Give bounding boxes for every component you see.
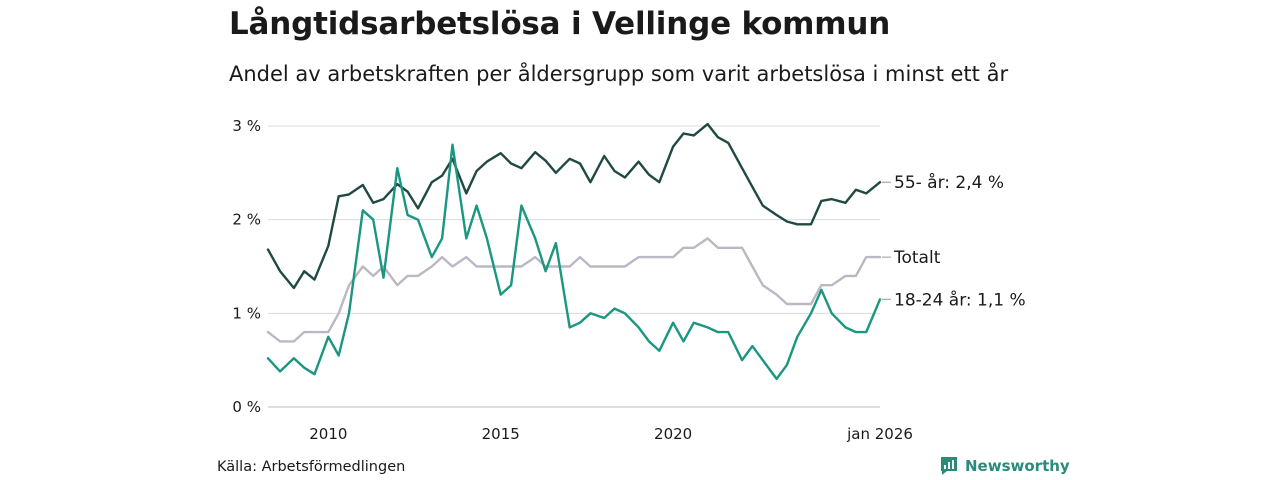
brand-name: Newsworthy [965,457,1070,475]
series-line [266,237,882,343]
y-tick-label: 1 % [232,304,261,322]
series-end-label: 18-24 år: 1,1 % [894,289,1026,310]
series-line [266,122,882,290]
source-note: Källa: Arbetsförmedlingen [217,459,406,475]
chart-subtitle: Andel av arbetskraften per åldersgrupp s… [229,62,1009,86]
x-tick-label: 2010 [309,425,347,443]
y-axis: 0 % 1 % 2 % 3 % [232,117,261,416]
x-axis: 2010 2015 2020 jan 2026 [268,406,913,443]
x-tick-label: 2020 [654,425,692,443]
series-end-label: 55- år: 2,4 % [894,172,1004,193]
chart-grid [268,125,880,408]
newsworthy-logo-icon [941,457,957,475]
series-end-labels: 55- år: 2,4 % Totalt 18-24 år: 1,1 % [882,172,1026,310]
y-tick-label: 0 % [232,398,261,416]
chart-title: Långtidsarbetslösa i Vellinge kommun [229,6,891,42]
y-tick-label: 3 % [232,117,261,135]
brand-logo: Newsworthy [939,456,1070,476]
series-line [266,143,882,381]
chart-series [266,122,882,381]
series-end-label: Totalt [893,248,941,268]
y-tick-label: 2 % [232,211,261,229]
x-tick-label: jan 2026 [846,425,913,443]
x-tick-label: 2015 [482,425,520,443]
